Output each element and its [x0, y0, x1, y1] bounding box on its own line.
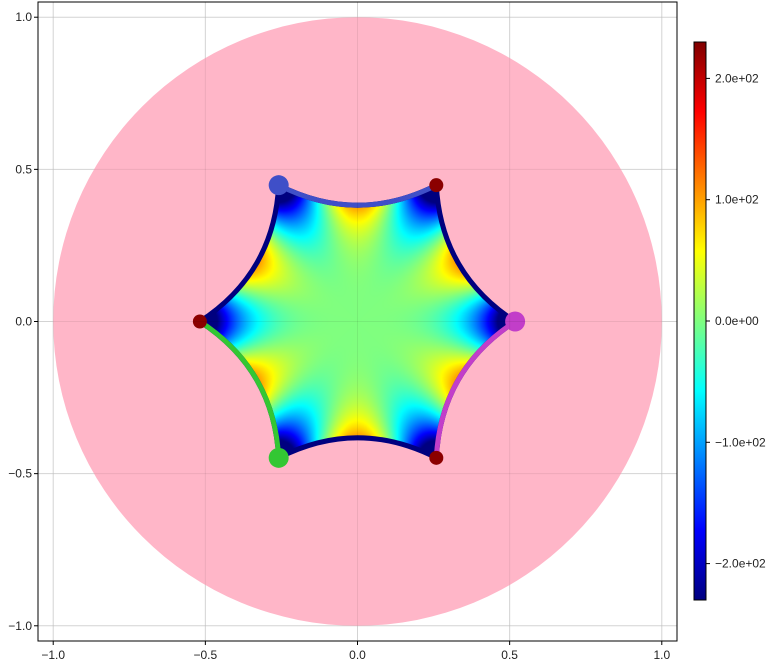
highlight-arc	[433, 319, 518, 461]
field-heatmap	[38, 2, 677, 641]
highlight-arc	[197, 319, 282, 461]
colorbar-tick-label: 1.0e+02	[715, 193, 759, 207]
colorbar-tick-label: −2.0e+02	[715, 557, 766, 571]
y-tick-label: −1.0	[8, 619, 32, 633]
highlight-arc	[276, 182, 439, 208]
vertex-point	[429, 450, 444, 465]
y-tick-label: 0.5	[15, 162, 32, 176]
y-axis-ticks: −1.0 −0.5 0.0 0.5 1.0	[8, 10, 38, 633]
vertex-point	[192, 314, 207, 329]
x-axis-ticks: −1.0 −0.5 0.0 0.5 1.0	[41, 641, 670, 662]
highlight-arcs	[197, 182, 518, 461]
x-tick-label: 1.0	[653, 648, 670, 662]
x-tick-label: −1.0	[41, 648, 65, 662]
highlight-point	[505, 311, 526, 332]
y-tick-label: −0.5	[8, 467, 32, 481]
colorbar-tick-label: 2.0e+02	[715, 71, 759, 85]
highlight-point	[268, 175, 289, 196]
hexagon-edge	[433, 182, 518, 324]
x-tick-label: 0.5	[501, 648, 518, 662]
highlight-point	[268, 447, 289, 468]
grid-lines-over	[38, 2, 677, 641]
colorbar-tick-label: −1.0e+02	[715, 435, 766, 449]
x-tick-label: −0.5	[194, 648, 218, 662]
vertex-point	[429, 178, 444, 193]
y-tick-label: 0.0	[15, 315, 32, 329]
colorbar-tick-label: 0.0e+00	[715, 314, 759, 328]
colorbar	[693, 41, 707, 601]
hexagon-edge	[197, 182, 282, 324]
hexagon-edge	[276, 435, 439, 461]
boundary-points	[192, 175, 526, 468]
colorbar-ticks: −2.0e+02 −1.0e+02 0.0e+00 1.0e+02 2.0e+02	[706, 71, 766, 571]
y-tick-label: 1.0	[15, 10, 32, 24]
x-tick-label: 0.0	[349, 648, 366, 662]
